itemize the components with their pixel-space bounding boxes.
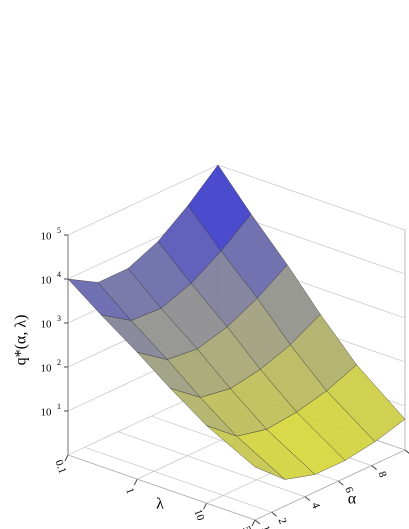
y-tick (404, 449, 409, 454)
x-tick-label: 0.1 (52, 458, 68, 475)
y-tick (271, 511, 277, 517)
z-tick-label: 10 (41, 319, 53, 331)
x-tick-label: 10 (191, 508, 206, 523)
z-tick-label: 10 (41, 363, 53, 375)
grid-line (67, 454, 256, 521)
grid-line (254, 449, 406, 521)
grid-line (217, 164, 406, 231)
y-axis-label: α (348, 491, 357, 508)
z-tick-exponent: 5 (57, 226, 61, 235)
y-tick (304, 496, 311, 502)
x-tick-label: 50 (240, 525, 255, 529)
y-tick-label: 1 (259, 524, 272, 529)
x-axis-label: λ (156, 496, 164, 513)
grid-line (84, 446, 272, 513)
y-tick-label: 2 (276, 516, 289, 525)
x-tick (64, 454, 69, 462)
z-tick-exponent: 4 (57, 270, 61, 279)
z-axis-label: q*(α, λ) (13, 315, 30, 366)
z-tick-label: 10 (41, 275, 53, 287)
z-tick-exponent: 2 (57, 358, 61, 367)
surface-patch (206, 425, 286, 480)
x-tick (251, 519, 256, 527)
y-tick (338, 480, 344, 486)
x-tick (203, 502, 208, 510)
grid-line (117, 431, 306, 497)
z-tick-exponent: 3 (57, 314, 61, 323)
z-tick-label: 10 (41, 407, 53, 419)
z-tick-exponent: 1 (57, 402, 61, 411)
z-tick-label: 10 (41, 231, 53, 243)
y-tick-label: 6 (342, 485, 355, 495)
x-tick (133, 478, 138, 486)
y-tick-label: 8 (376, 470, 389, 480)
y-tick (371, 465, 377, 470)
x-tick-label: 1 (123, 486, 136, 495)
y-tick-label: 4 (309, 501, 322, 511)
grid-line (67, 164, 219, 236)
y-tick (254, 519, 261, 525)
